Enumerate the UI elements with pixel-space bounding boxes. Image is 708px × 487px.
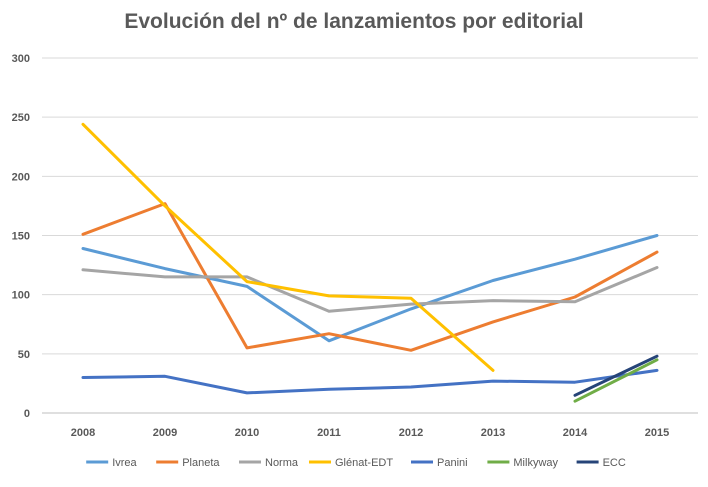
legend-label-milkyway: Milkyway (513, 457, 558, 469)
legend-label-gl-nat-edt: Glénat-EDT (335, 457, 393, 469)
legend-label-ivrea: Ivrea (112, 457, 137, 469)
y-tick-label: 0 (24, 408, 30, 420)
y-tick-label: 200 (12, 171, 30, 183)
x-tick-label: 2010 (235, 427, 259, 439)
series-line-ivrea (81, 234, 659, 343)
legend-label-planeta: Planeta (182, 457, 220, 469)
x-tick-label: 2014 (563, 427, 588, 439)
x-tick-label: 2015 (645, 427, 669, 439)
series-line-ecc (573, 354, 659, 397)
y-tick-label: 50 (18, 349, 30, 361)
x-tick-label: 2011 (317, 427, 341, 439)
x-tick-label: 2008 (71, 427, 95, 439)
legend-label-norma: Norma (265, 457, 299, 469)
x-tick-label: 2012 (399, 427, 423, 439)
series-line-norma (81, 266, 659, 313)
y-tick-label: 250 (12, 112, 30, 124)
series-line-gl-nat-edt (81, 122, 495, 372)
series-line-milkyway (573, 358, 659, 403)
x-tick-label: 2009 (153, 427, 177, 439)
y-tick-label: 100 (12, 290, 30, 302)
chart-title: Evolución del nº de lanzamientos por edi… (124, 10, 584, 33)
x-tick-label: 2013 (481, 427, 505, 439)
series-line-panini (81, 368, 659, 395)
legend-label-ecc: ECC (603, 457, 626, 469)
legend-label-panini: Panini (437, 457, 468, 469)
y-tick-label: 150 (12, 231, 30, 243)
y-tick-label: 300 (12, 53, 30, 65)
